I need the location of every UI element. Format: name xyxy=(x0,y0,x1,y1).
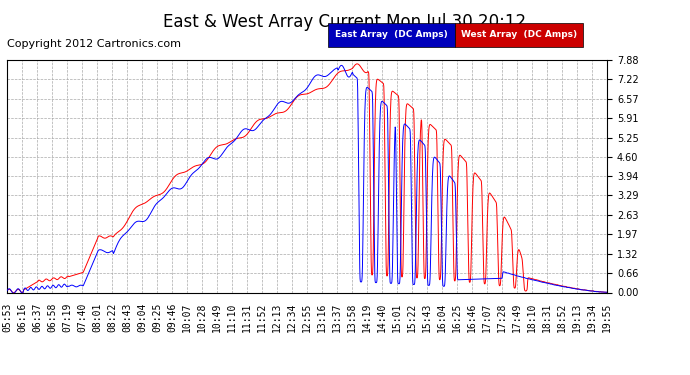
Text: East & West Array Current Mon Jul 30 20:12: East & West Array Current Mon Jul 30 20:… xyxy=(164,13,526,31)
Text: West Array  (DC Amps): West Array (DC Amps) xyxy=(461,30,578,39)
Text: Copyright 2012 Cartronics.com: Copyright 2012 Cartronics.com xyxy=(7,39,181,50)
Text: East Array  (DC Amps): East Array (DC Amps) xyxy=(335,30,448,39)
